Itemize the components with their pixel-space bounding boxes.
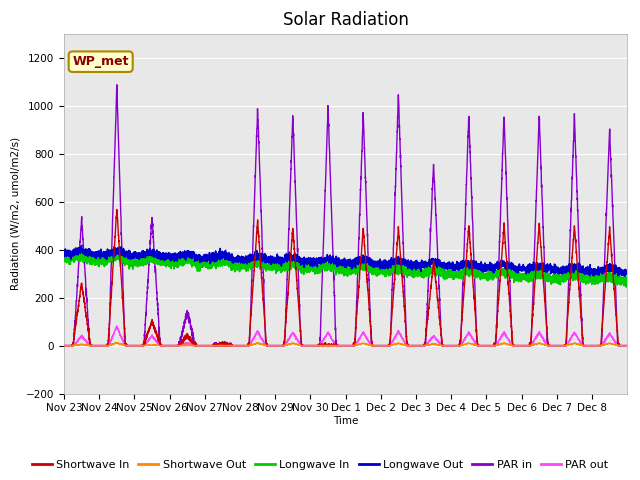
Text: WP_met: WP_met: [72, 55, 129, 68]
Legend: Shortwave In, Shortwave Out, Longwave In, Longwave Out, PAR in, PAR out: Shortwave In, Shortwave Out, Longwave In…: [28, 456, 612, 474]
Y-axis label: Radiation (W/m2, umol/m2/s): Radiation (W/m2, umol/m2/s): [10, 137, 20, 290]
Title: Solar Radiation: Solar Radiation: [283, 11, 408, 29]
X-axis label: Time: Time: [333, 416, 358, 426]
